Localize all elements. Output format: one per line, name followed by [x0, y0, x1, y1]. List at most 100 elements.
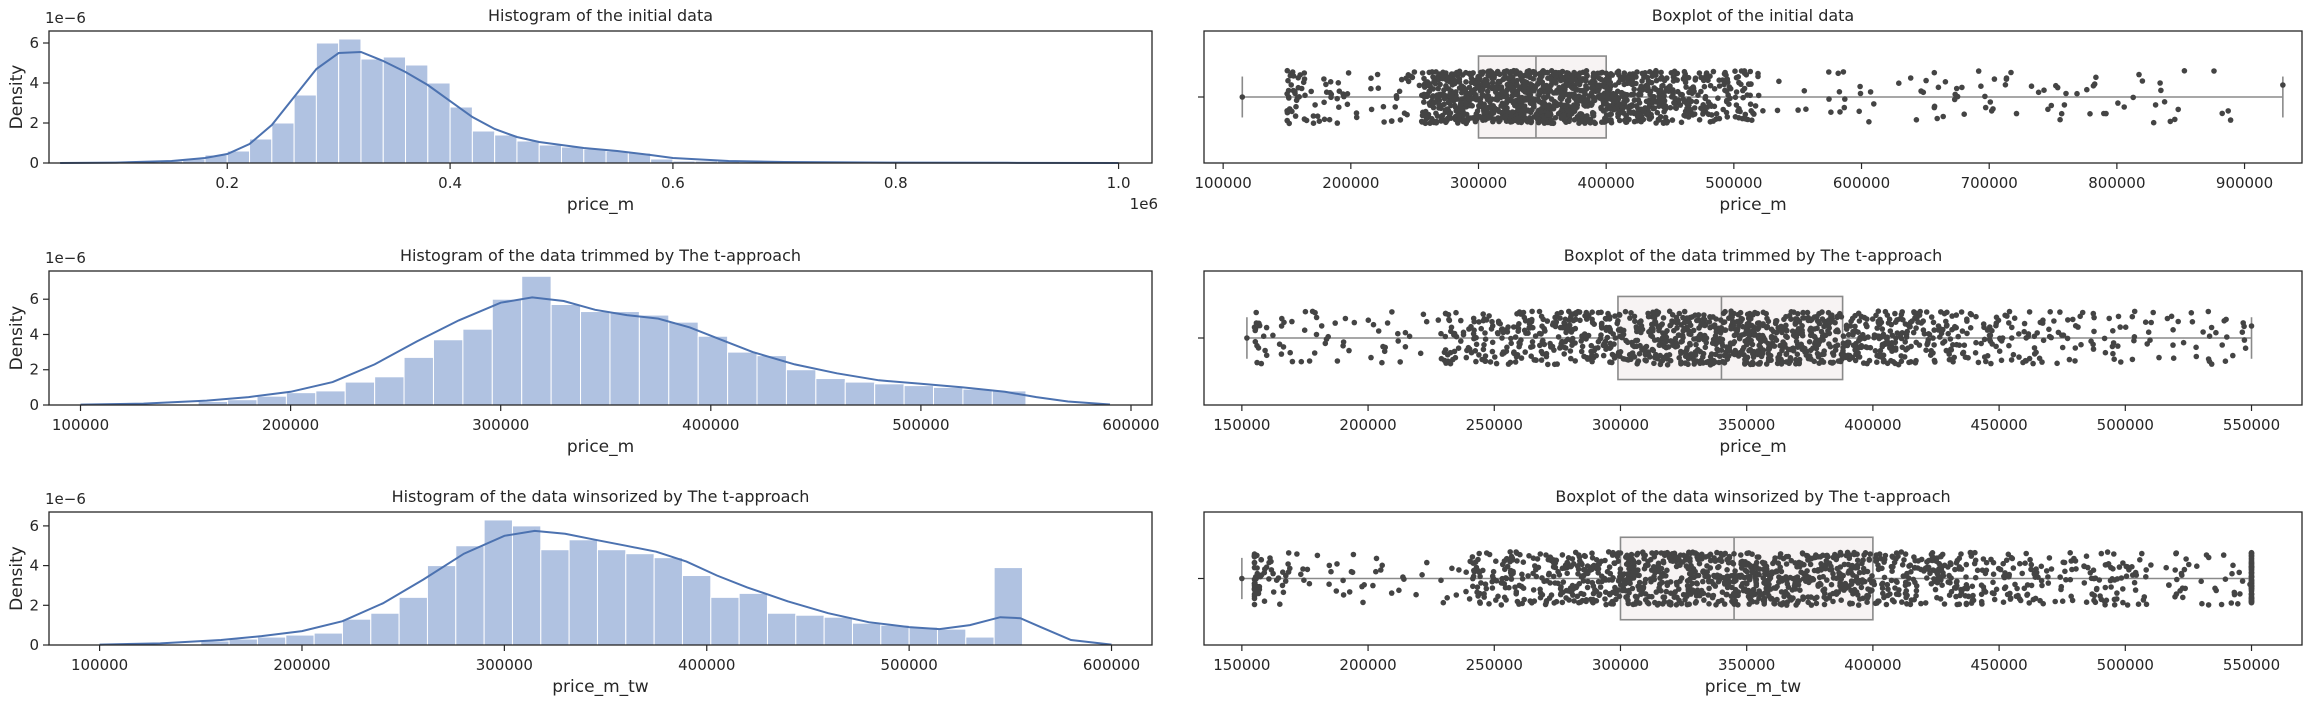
- strip-point: [1685, 74, 1692, 81]
- strip-point: [1913, 587, 1920, 594]
- strip-point: [1554, 90, 1560, 96]
- strip-point: [1867, 89, 1874, 95]
- panel-5: Histogram of the data winsorized by The …: [7, 487, 1153, 697]
- strip-point: [1835, 358, 1842, 364]
- strip-point: [1620, 585, 1627, 591]
- strip-point: [2114, 596, 2120, 602]
- strip-point: [1416, 82, 1423, 89]
- strip-point: [1370, 321, 1377, 328]
- strip-point: [1878, 319, 1885, 326]
- strip-point: [1993, 322, 1999, 329]
- strip-point: [1561, 351, 1567, 357]
- strip-point: [2229, 570, 2235, 577]
- strip-point: [1606, 564, 1613, 570]
- strip-point: [1786, 312, 1793, 319]
- strip-point: [1483, 585, 1490, 592]
- strip-point: [1761, 561, 1767, 567]
- strip-point: [1774, 107, 1781, 114]
- strip-point: [1617, 326, 1624, 333]
- strip-point: [1589, 566, 1595, 573]
- strip-point: [1912, 557, 1918, 564]
- strip-point: [1375, 328, 1382, 334]
- strip-point: [2023, 550, 2029, 557]
- strip-point: [1368, 106, 1375, 113]
- strip-point: [2248, 595, 2255, 602]
- x-axis-label: price_m_tw: [552, 677, 649, 697]
- strip-point: [1392, 104, 1398, 110]
- y-tick-label: 2: [29, 596, 39, 614]
- strip-point: [1871, 101, 1877, 107]
- strip-point: [1935, 84, 1942, 91]
- strip-point: [2115, 313, 2122, 320]
- strip-point: [1587, 120, 1594, 126]
- strip-point: [2084, 86, 2090, 93]
- hist-bar: [293, 94, 317, 164]
- strip-point: [1737, 574, 1744, 580]
- strip-point: [1456, 69, 1462, 75]
- strip-point: [1254, 565, 1260, 571]
- strip-point: [1442, 109, 1449, 116]
- strip-point: [1511, 68, 1517, 75]
- strip-point: [1344, 101, 1351, 108]
- strip-point: [2223, 316, 2229, 323]
- strip-point: [1655, 309, 1662, 316]
- strip-point: [1631, 559, 1637, 566]
- strip-point: [1974, 567, 1981, 574]
- strip-point: [1473, 341, 1480, 348]
- strip-point: [2088, 575, 2095, 582]
- strip-point: [1991, 596, 1998, 603]
- strip-point: [2093, 74, 2099, 81]
- strip-point: [1302, 308, 1309, 315]
- strip-point: [2048, 566, 2055, 572]
- strip-point: [1544, 69, 1551, 76]
- strip-point: [1488, 96, 1494, 103]
- strip-point: [1435, 94, 1442, 101]
- strip-point: [1441, 87, 1447, 93]
- strip-point: [1286, 95, 1292, 101]
- strip-point: [1589, 109, 1596, 116]
- strip-point: [1398, 76, 1405, 83]
- strip-point: [1480, 105, 1486, 111]
- strip-point: [1740, 87, 1746, 94]
- strip-point: [1498, 602, 1505, 608]
- strip-point: [1545, 119, 1551, 126]
- strip-point: [2143, 574, 2149, 580]
- strip-point: [2181, 68, 2188, 74]
- strip-point: [1314, 552, 1321, 559]
- strip-point: [1990, 579, 1996, 586]
- strip-point: [1569, 73, 1575, 80]
- strip-point: [1961, 342, 1968, 349]
- strip-point: [1698, 88, 1704, 95]
- strip-point: [1981, 336, 1988, 343]
- strip-point: [1739, 561, 1746, 567]
- strip-point: [1918, 556, 1925, 563]
- strip-point: [1472, 348, 1479, 354]
- strip-point: [1811, 333, 1817, 340]
- strip-point: [1368, 354, 1374, 361]
- hist-bar: [756, 355, 787, 406]
- strip-point: [1304, 566, 1311, 573]
- strip-point: [1373, 555, 1380, 562]
- strip-point: [1609, 589, 1616, 596]
- strip-point: [2002, 82, 2009, 88]
- strip-point: [1760, 309, 1767, 316]
- strip-point: [1715, 95, 1721, 101]
- hist-bar: [228, 638, 258, 646]
- strip-point: [1607, 106, 1613, 112]
- strip-point: [1698, 74, 1704, 81]
- strip-point: [2025, 331, 2032, 337]
- strip-point: [1353, 110, 1360, 116]
- strip-point: [1921, 331, 1928, 337]
- strip-point: [1773, 329, 1780, 336]
- strip-point: [1665, 344, 1672, 350]
- strip-point: [1716, 115, 1723, 122]
- strip-point: [1987, 332, 1994, 339]
- strip-point: [1838, 552, 1844, 558]
- strip-point: [1321, 76, 1327, 82]
- strip-point: [1644, 83, 1651, 89]
- strip-point: [1905, 322, 1911, 328]
- strip-point: [1676, 597, 1682, 604]
- strip-point: [1480, 346, 1487, 353]
- strip-point: [1892, 339, 1899, 346]
- strip-point: [1489, 339, 1496, 346]
